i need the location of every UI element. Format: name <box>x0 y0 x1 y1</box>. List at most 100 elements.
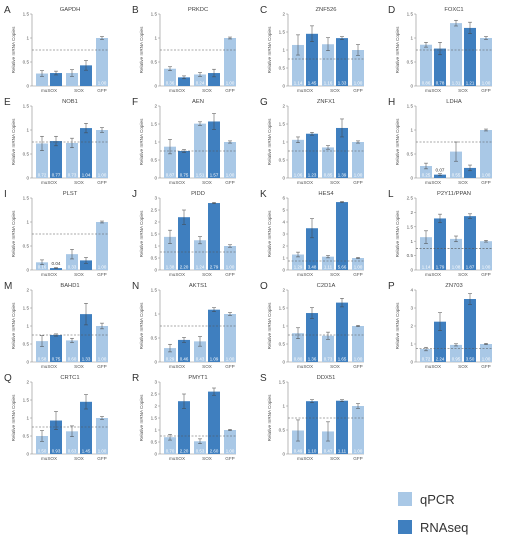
legend-label: qPCR <box>420 492 455 507</box>
y-axis-label: Relative mRNA Copies <box>267 210 272 257</box>
x-tick-label: GFP <box>353 88 362 93</box>
bar <box>66 142 78 178</box>
chart-panel-o: O C2D1A 0 0.5 1 1.5 2 Relative mRNA Copies 0.80 1… <box>260 281 364 369</box>
y-tick-label: 0 <box>154 268 157 273</box>
panel-label: L <box>388 189 394 200</box>
data-label: 0.77 <box>52 173 61 178</box>
data-label: 0.04 <box>52 261 61 266</box>
panel-label: I <box>4 189 7 200</box>
bar <box>292 44 304 86</box>
bar <box>164 437 176 454</box>
bar <box>420 44 432 86</box>
panel-label: E <box>4 97 11 108</box>
bar <box>336 127 348 178</box>
bar <box>306 313 318 362</box>
bar <box>96 222 108 270</box>
data-label: 1.51 <box>196 173 205 178</box>
y-tick-label: 1.5 <box>23 398 30 403</box>
data-label: 1.11 <box>338 449 347 454</box>
y-tick-label: 0.5 <box>279 66 286 71</box>
legend-swatch <box>398 492 412 506</box>
data-label: 1.06 <box>294 173 303 178</box>
y-tick-label: 1.5 <box>23 104 30 109</box>
bar <box>292 430 304 454</box>
bar <box>178 217 190 270</box>
data-label: 1.33 <box>338 81 347 86</box>
bar <box>96 130 108 178</box>
y-tick-label: 1 <box>154 312 157 317</box>
x-tick-label: muSOX <box>41 364 57 369</box>
bar <box>434 218 446 270</box>
data-label: 1.00 <box>98 265 107 270</box>
chart-panel-s: S DDX51 0 0.5 1 1.5 Relative mRNA Copies 0.49 1.… <box>260 373 364 461</box>
bar <box>336 302 348 362</box>
data-label: 1.79 <box>436 265 445 270</box>
x-tick-label: GFP <box>353 272 362 277</box>
data-label: 1.00 <box>354 173 363 178</box>
data-label: 1.00 <box>226 449 235 454</box>
y-tick-label: 2 <box>26 380 29 385</box>
chart-panel-m: M BAHD1 0 0.5 1 1.5 2 Relative mRNA Copies 0.58 0… <box>4 281 108 369</box>
y-axis-label: Relative mRNA Copies <box>139 210 144 257</box>
y-tick-label: 1.5 <box>279 30 286 35</box>
x-tick-label: SOX <box>330 88 340 93</box>
y-tick-label: 0.5 <box>151 60 158 65</box>
y-tick-label: 0 <box>282 268 285 273</box>
bar <box>36 436 48 454</box>
panel-label: F <box>132 97 138 108</box>
x-tick-label: muSOX <box>425 88 441 93</box>
bar <box>208 309 220 362</box>
x-tick-label: SOX <box>330 456 340 461</box>
bar <box>464 167 476 178</box>
y-tick-label: 1 <box>410 36 413 41</box>
bar <box>292 139 304 178</box>
y-tick-label: 1.5 <box>279 122 286 127</box>
chart-title: FOXC1 <box>444 7 463 13</box>
y-tick-label: 1.5 <box>407 104 414 109</box>
x-tick-label: muSOX <box>41 456 57 461</box>
x-tick-label: SOX <box>74 272 84 277</box>
bar <box>336 400 348 454</box>
data-label: 2.20 <box>180 449 189 454</box>
y-tick-label: 4 <box>282 220 285 225</box>
panel-label: H <box>388 97 395 108</box>
x-tick-label: GFP <box>97 88 106 93</box>
x-tick-label: GFP <box>225 88 234 93</box>
data-label: 0.50 <box>38 449 47 454</box>
chart-title: AEN <box>192 99 204 105</box>
data-label: 0.75 <box>180 173 189 178</box>
y-tick-label: 1.5 <box>151 122 158 127</box>
data-label: 0.63 <box>68 449 77 454</box>
y-tick-label: 0 <box>154 176 157 181</box>
chart-title: C2D1A <box>317 283 336 289</box>
bar <box>336 202 348 270</box>
chart-title: ZNF526 <box>316 7 337 13</box>
y-tick-label: 2 <box>154 104 157 109</box>
y-tick-label: 0 <box>410 268 413 273</box>
data-label: 1.36 <box>308 357 317 362</box>
panel-label: A <box>4 5 11 16</box>
bar <box>194 441 206 454</box>
chart-panel-h: H LDHA 0 0.5 1 1.5 Relative mRNA Copies 0.25 0.0… <box>388 97 492 185</box>
bar <box>420 349 432 362</box>
data-label: 1.38 <box>166 265 175 270</box>
data-label: 1.14 <box>422 265 431 270</box>
data-label: 0.49 <box>294 449 303 454</box>
y-tick-label: 1.5 <box>23 196 30 201</box>
bar <box>208 73 220 86</box>
x-tick-label: muSOX <box>41 272 57 277</box>
data-label: 1.00 <box>482 81 491 86</box>
x-tick-label: SOX <box>458 364 468 369</box>
x-tick-label: muSOX <box>169 456 185 461</box>
data-label: 1.16 <box>324 81 333 86</box>
data-label: 1.00 <box>354 357 363 362</box>
x-tick-label: SOX <box>330 180 340 185</box>
y-tick-label: 0.5 <box>151 158 158 163</box>
y-tick-label: 1.5 <box>23 306 30 311</box>
x-tick-label: SOX <box>330 272 340 277</box>
x-tick-label: SOX <box>74 456 84 461</box>
y-tick-label: 0 <box>410 360 413 365</box>
y-axis-label: Relative mRNA Copies <box>11 26 16 73</box>
data-label: 2.60 <box>210 449 219 454</box>
panel-label: S <box>260 373 267 384</box>
